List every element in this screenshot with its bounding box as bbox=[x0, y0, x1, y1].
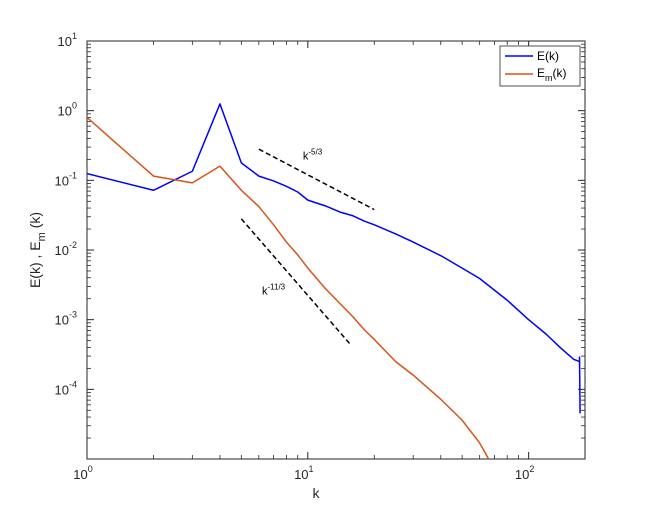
y-tick-label: 10-1 bbox=[55, 170, 77, 188]
ref-label-slope-5-3: k-5/3 bbox=[303, 147, 323, 162]
legend-label-E: E(k) bbox=[537, 49, 559, 63]
y-axis-title: E(k) , Em (k) bbox=[27, 212, 48, 288]
plot-area bbox=[86, 40, 586, 460]
y-tick-label: 10-2 bbox=[55, 240, 77, 258]
x-tick-label: 102 bbox=[515, 464, 534, 482]
legend: E(k) Em(k) bbox=[499, 45, 581, 87]
axis-ticks: 100 101 102 10-4 10-3 10-2 10-1 100 101 bbox=[55, 31, 585, 482]
ref-label-slope-11-3: k-11/3 bbox=[262, 282, 286, 297]
x-tick-label: 101 bbox=[294, 464, 313, 482]
ref-line-slope-11-3 bbox=[240, 218, 351, 345]
ref-line-slope-5-3 bbox=[258, 148, 375, 211]
y-tick-label: 100 bbox=[58, 101, 77, 119]
legend-box bbox=[499, 45, 581, 87]
series-layer bbox=[87, 103, 581, 459]
series-line-Em bbox=[87, 116, 490, 459]
x-tick-label: 100 bbox=[73, 464, 92, 482]
legend-label-Em: Em(k) bbox=[537, 66, 567, 83]
y-tick-label: 101 bbox=[58, 31, 77, 49]
reference-slope-lines: k-5/3 k-11/3 bbox=[240, 147, 375, 345]
y-tick-label: 10-3 bbox=[55, 310, 77, 328]
series-line-E bbox=[87, 103, 581, 414]
x-axis-title: k bbox=[313, 485, 321, 501]
y-tick-label: 10-4 bbox=[55, 379, 77, 397]
